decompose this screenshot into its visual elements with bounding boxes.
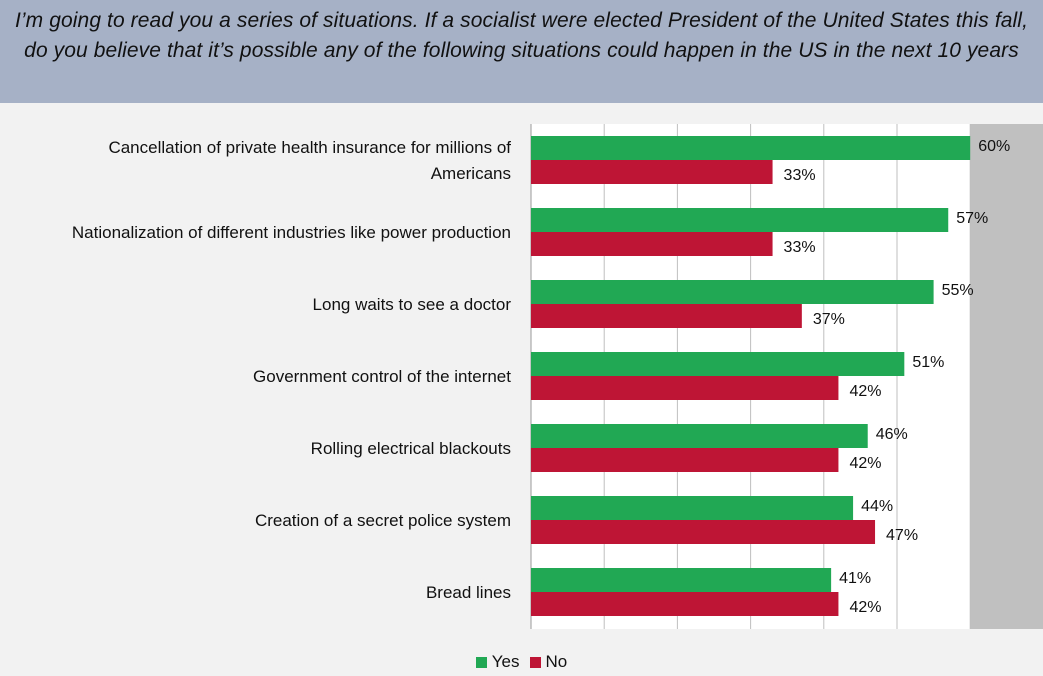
category-label-line: Government control of the internet [253,367,511,386]
bar-yes [531,280,934,304]
bar-yes [531,568,832,592]
category-label-line: Rolling electrical blackouts [311,439,511,458]
bar-no [531,520,876,544]
data-label-no: 33% [784,239,816,256]
legend-label-yes: Yes [491,652,520,671]
bar-no [531,304,802,328]
data-label-yes: 55% [942,282,974,299]
data-label-yes: 60% [978,138,1010,155]
category-label-line: Creation of a secret police system [255,511,511,530]
category-label: Government control of the internet [253,367,511,386]
category-label-line: Nationalization of different industries … [72,223,511,242]
category-label: Long waits to see a doctor [313,295,512,314]
category-label: Rolling electrical blackouts [311,439,511,458]
data-label-no: 42% [849,455,881,472]
data-label-yes: 46% [876,426,908,443]
bar-no [531,592,839,616]
data-label-no: 42% [849,383,881,400]
category-label: Bread lines [426,583,511,602]
bar-yes [531,208,949,232]
data-label-yes: 51% [912,354,944,371]
legend-label-no: No [545,652,568,671]
bar-no [531,232,773,256]
legend-swatch-no [529,656,541,668]
category-label-line: Bread lines [426,583,511,602]
legend: Yes No [0,652,1043,672]
data-label-yes: 41% [839,570,871,587]
bar-yes [531,496,854,520]
bar-no [531,448,839,472]
bar-no [531,376,839,400]
legend-item-no: No [529,652,568,672]
data-label-no: 42% [849,599,881,616]
category-label-line: Cancellation of private health insurance… [108,138,511,157]
bar-yes [531,352,905,376]
bar-yes [531,136,971,160]
category-label: Nationalization of different industries … [72,223,511,242]
plot-area-shaded [970,124,1043,629]
data-label-yes: 57% [956,210,988,227]
category-label-line: Americans [431,164,511,183]
bar-no [531,160,773,184]
category-label: Creation of a secret police system [255,511,511,530]
legend-swatch-yes [475,656,487,668]
data-label-no: 47% [886,527,918,544]
question-header: I’m going to read you a series of situat… [0,0,1043,103]
bar-yes [531,424,868,448]
question-text: I’m going to read you a series of situat… [14,9,1029,62]
category-label: Cancellation of private health insurance… [108,138,511,183]
category-label-line: Long waits to see a doctor [313,295,512,314]
legend-item-yes: Yes [475,652,520,672]
data-label-no: 37% [813,311,845,328]
data-label-no: 33% [784,167,816,184]
data-label-yes: 44% [861,498,893,515]
